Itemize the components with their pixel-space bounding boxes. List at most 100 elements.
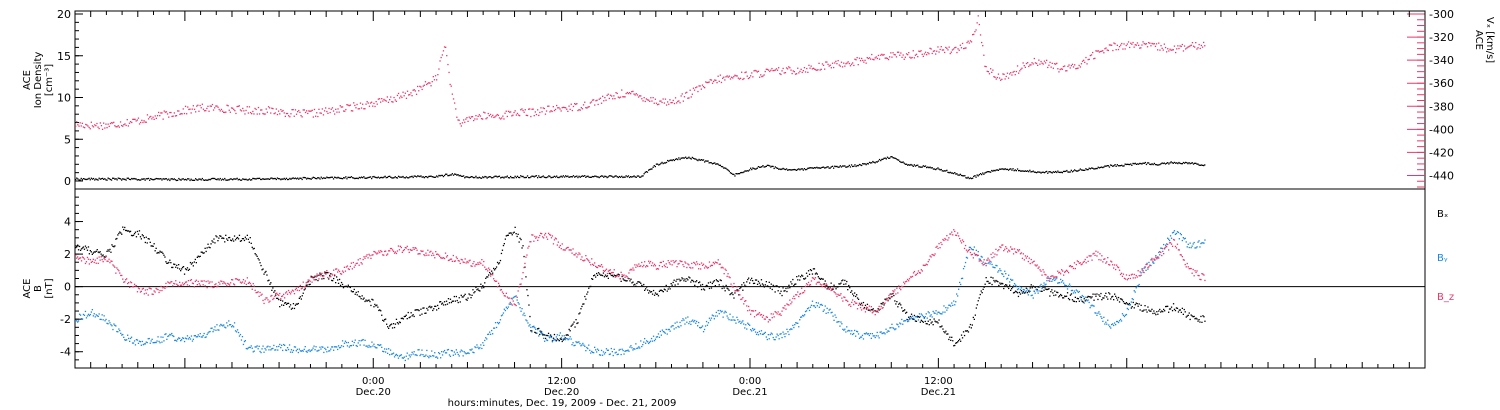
data-point (1020, 170, 1022, 172)
data-point (915, 53, 918, 55)
data-point (700, 159, 702, 161)
data-point (633, 348, 635, 350)
data-point (1199, 246, 1201, 248)
data-point (1128, 304, 1130, 306)
data-point (85, 247, 88, 249)
data-point (644, 100, 646, 103)
data-point (117, 331, 119, 333)
data-point (376, 177, 378, 179)
data-point (646, 286, 648, 288)
data-point (928, 312, 930, 314)
data-point (421, 176, 423, 178)
data-point (440, 257, 442, 259)
data-point (382, 100, 384, 102)
data-point (713, 280, 715, 282)
data-point (890, 327, 892, 329)
data-point (75, 254, 77, 257)
data-point (277, 178, 280, 180)
data-point (176, 283, 178, 285)
data-point (385, 250, 387, 252)
data-point (706, 160, 708, 162)
data-point (927, 52, 929, 54)
data-point (1104, 165, 1106, 167)
data-point (619, 96, 622, 98)
data-point (983, 173, 985, 175)
data-point (788, 284, 790, 286)
data-point (273, 297, 275, 299)
data-point (659, 163, 661, 166)
data-point (881, 158, 883, 161)
data-point (586, 346, 588, 349)
data-point (1027, 62, 1029, 64)
data-point (352, 291, 354, 293)
data-point (589, 261, 591, 264)
data-point (97, 315, 99, 317)
data-point (277, 293, 279, 296)
data-point (930, 314, 932, 316)
data-point (366, 345, 368, 347)
data-point (368, 299, 370, 301)
data-point (313, 345, 315, 347)
data-point (1130, 301, 1132, 303)
data-point (738, 173, 741, 175)
data-point (326, 351, 328, 353)
data-point (345, 266, 348, 268)
data-point (90, 251, 92, 253)
data-point (1142, 41, 1144, 43)
data-point (700, 326, 703, 328)
data-point (751, 168, 753, 171)
data-point (746, 328, 748, 330)
data-point (105, 318, 107, 321)
data-point (154, 115, 156, 117)
data-point (286, 112, 289, 115)
data-point (878, 309, 880, 311)
data-point (580, 107, 582, 109)
data-point (282, 300, 284, 302)
data-point (714, 162, 716, 164)
data-point (815, 69, 817, 71)
data-point (347, 284, 349, 286)
data-point (971, 248, 973, 251)
data-point (227, 282, 229, 285)
data-point (1201, 321, 1203, 323)
data-point (438, 352, 440, 354)
data-point (1162, 49, 1164, 51)
data-point (336, 111, 338, 113)
data-point (130, 282, 133, 284)
data-point (285, 302, 287, 304)
data-point (851, 290, 853, 292)
data-point (1067, 171, 1069, 173)
data-point (128, 337, 130, 340)
data-point (500, 315, 503, 317)
data-point (467, 176, 469, 178)
data-point (973, 318, 975, 320)
data-point (864, 59, 866, 61)
data-point (908, 320, 910, 322)
data-point (547, 232, 550, 234)
data-point (167, 335, 169, 338)
data-point (436, 253, 438, 255)
data-point (379, 309, 381, 311)
data-point (748, 169, 751, 171)
data-point (485, 176, 487, 178)
data-point (136, 179, 138, 181)
data-point (137, 287, 140, 289)
data-point (888, 297, 890, 299)
data-point (733, 319, 735, 321)
data-point (272, 287, 274, 289)
y-axis-title-line: ACE (22, 279, 33, 299)
data-point (347, 104, 349, 106)
data-point (181, 337, 184, 339)
data-point (354, 104, 356, 107)
data-point (981, 256, 983, 258)
data-point (271, 107, 273, 109)
data-point (147, 338, 149, 340)
data-point (618, 349, 620, 351)
data-point (484, 112, 486, 114)
data-point (624, 96, 626, 98)
data-point (1098, 294, 1100, 296)
data-point (274, 295, 276, 297)
data-point (204, 336, 206, 339)
data-point (541, 331, 543, 333)
data-point (576, 256, 578, 258)
